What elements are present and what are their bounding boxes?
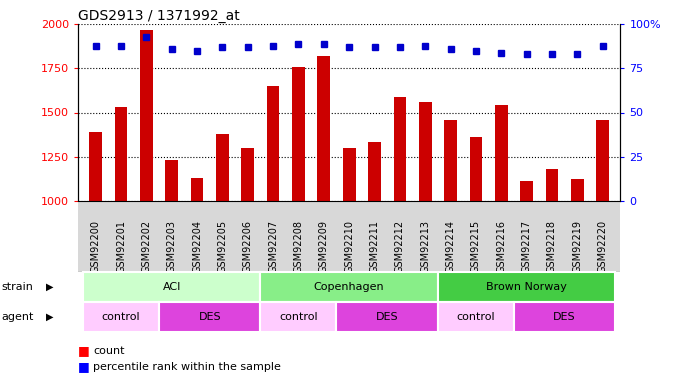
- Bar: [596, 120, 609, 201]
- Bar: [368, 142, 381, 201]
- Text: control: control: [456, 312, 495, 322]
- Text: ■: ■: [78, 360, 89, 373]
- Text: control: control: [102, 312, 140, 322]
- Text: ▶: ▶: [46, 312, 54, 322]
- Bar: [336, 302, 438, 332]
- Text: ■: ■: [78, 344, 89, 357]
- Text: Brown Norway: Brown Norway: [486, 282, 567, 292]
- Bar: [292, 67, 305, 201]
- Bar: [546, 169, 558, 201]
- Bar: [115, 107, 127, 201]
- Bar: [317, 56, 330, 201]
- Text: DES: DES: [199, 312, 221, 322]
- Bar: [438, 302, 514, 332]
- Bar: [241, 148, 254, 201]
- Bar: [444, 120, 457, 201]
- Bar: [89, 132, 102, 201]
- Bar: [140, 30, 153, 201]
- Text: DES: DES: [553, 312, 576, 322]
- Text: agent: agent: [1, 312, 34, 322]
- Text: ▶: ▶: [46, 282, 54, 292]
- Bar: [191, 178, 203, 201]
- Bar: [470, 137, 482, 201]
- Bar: [571, 180, 584, 201]
- Bar: [267, 86, 279, 201]
- Bar: [260, 272, 438, 302]
- Bar: [165, 160, 178, 201]
- Text: Copenhagen: Copenhagen: [314, 282, 384, 292]
- Bar: [83, 302, 159, 332]
- Text: strain: strain: [1, 282, 33, 292]
- Bar: [83, 272, 260, 302]
- Text: count: count: [93, 346, 124, 355]
- Text: ACI: ACI: [163, 282, 181, 292]
- Bar: [495, 105, 508, 201]
- Text: GDS2913 / 1371992_at: GDS2913 / 1371992_at: [78, 9, 240, 23]
- Text: control: control: [279, 312, 318, 322]
- Bar: [520, 181, 533, 201]
- Text: DES: DES: [376, 312, 399, 322]
- Bar: [393, 97, 406, 201]
- Bar: [514, 302, 616, 332]
- Bar: [419, 102, 431, 201]
- Bar: [260, 302, 336, 332]
- Bar: [216, 134, 228, 201]
- Text: percentile rank within the sample: percentile rank within the sample: [93, 362, 281, 372]
- Bar: [159, 302, 260, 332]
- Bar: [343, 148, 355, 201]
- Bar: [438, 272, 616, 302]
